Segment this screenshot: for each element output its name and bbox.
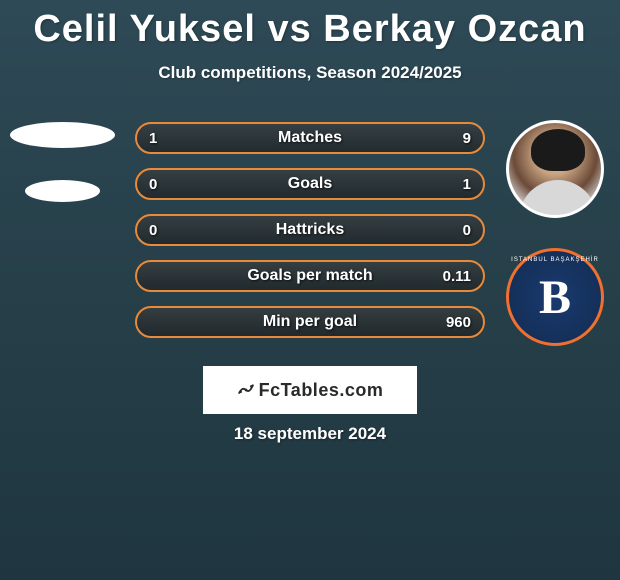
stat-row-hattricks: 0 Hattricks 0 — [135, 214, 485, 246]
stat-left-value: 1 — [149, 130, 157, 147]
stat-label: Goals per match — [247, 267, 372, 285]
date-text: 18 september 2024 — [0, 424, 620, 444]
stat-label: Min per goal — [263, 313, 357, 331]
stats-bars: 1 Matches 9 0 Goals 1 0 Hattricks 0 Goal… — [135, 122, 485, 352]
stat-right-value: 960 — [446, 314, 471, 331]
right-player-col: ISTANBUL BAŞAKŞEHİR B — [500, 120, 610, 346]
club-letter: B — [539, 270, 571, 325]
stat-row-goals-per-match: Goals per match 0.11 — [135, 260, 485, 292]
fctables-logo-icon — [237, 381, 255, 399]
stat-right-value: 0.11 — [443, 268, 471, 285]
stat-right-value: 1 — [463, 176, 471, 193]
stat-row-matches: 1 Matches 9 — [135, 122, 485, 154]
player2-club-badge: ISTANBUL BAŞAKŞEHİR B — [506, 248, 604, 346]
club-arc-text: ISTANBUL BAŞAKŞEHİR — [509, 257, 601, 263]
left-player-col — [0, 110, 125, 202]
stat-label: Matches — [278, 129, 342, 147]
stat-right-value: 9 — [463, 130, 471, 147]
stat-left-value: 0 — [149, 222, 157, 239]
player1-placeholder-oval — [10, 122, 115, 148]
player1-club-placeholder-oval — [25, 180, 100, 202]
stat-row-min-per-goal: Min per goal 960 — [135, 306, 485, 338]
stat-label: Hattricks — [276, 221, 344, 239]
brand-box: FcTables.com — [203, 366, 417, 414]
stat-row-goals: 0 Goals 1 — [135, 168, 485, 200]
subtitle: Club competitions, Season 2024/2025 — [0, 63, 620, 83]
brand-text: FcTables.com — [259, 380, 384, 401]
stat-left-value: 0 — [149, 176, 157, 193]
stat-label: Goals — [288, 175, 332, 193]
page-title: Celil Yuksel vs Berkay Ozcan — [0, 0, 620, 51]
stat-right-value: 0 — [463, 222, 471, 239]
player2-avatar — [506, 120, 604, 218]
